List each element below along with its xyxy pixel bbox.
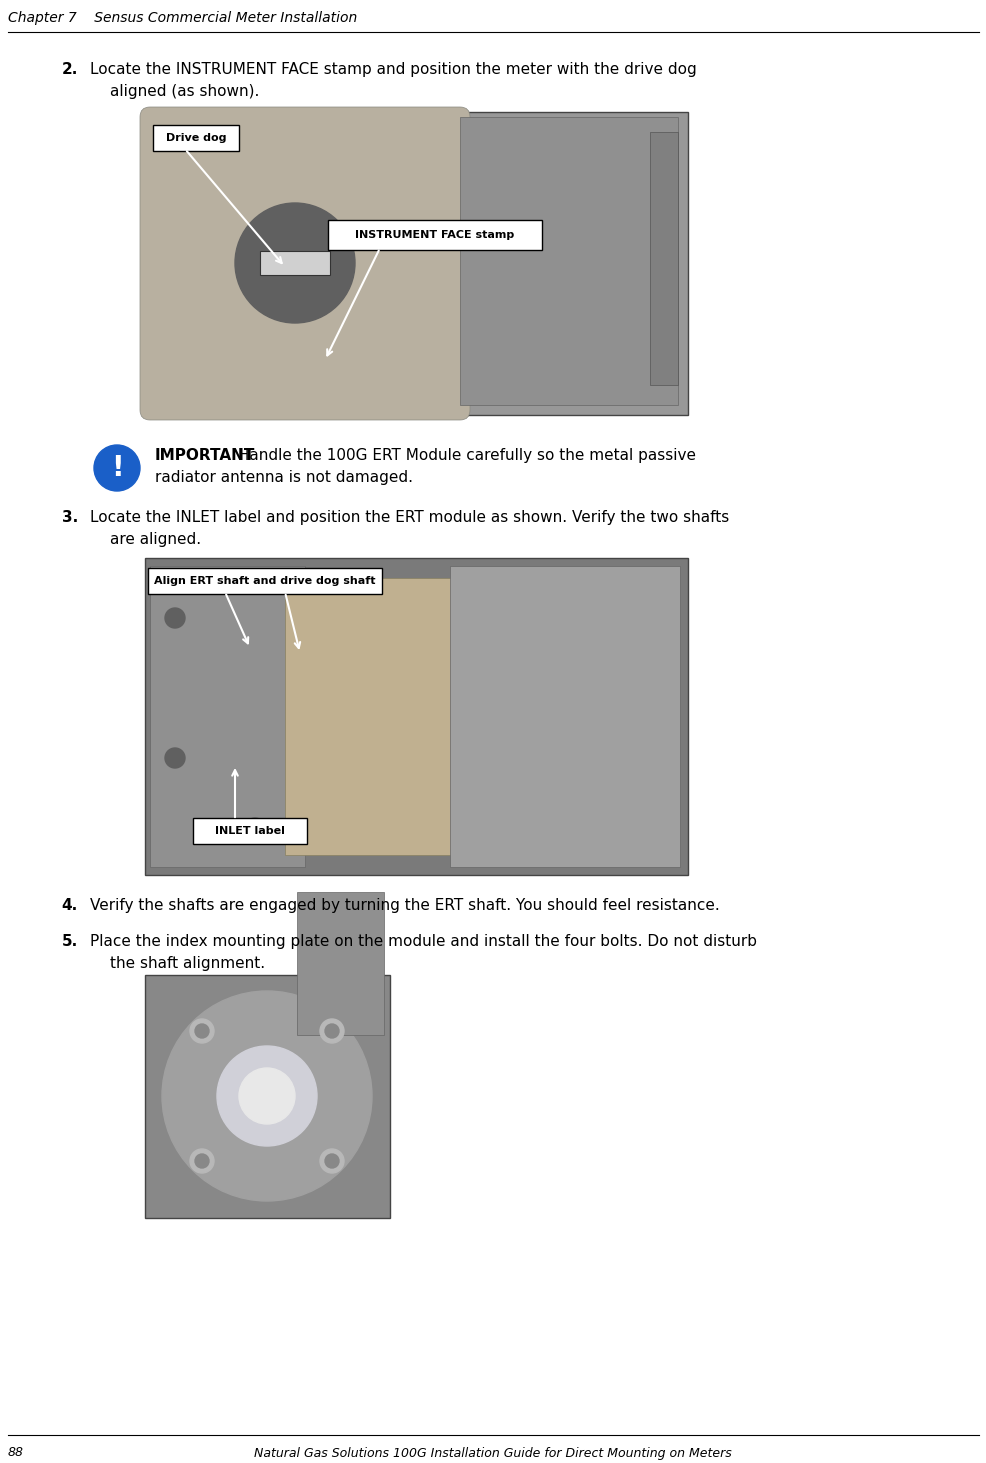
Text: !: !: [110, 454, 123, 481]
Circle shape: [162, 990, 372, 1201]
FancyBboxPatch shape: [153, 124, 239, 151]
Text: aligned (as shown).: aligned (as shown).: [109, 83, 259, 99]
Text: the shaft alignment.: the shaft alignment.: [109, 955, 265, 971]
FancyBboxPatch shape: [145, 974, 389, 1219]
Circle shape: [235, 203, 355, 323]
Text: 5.: 5.: [62, 933, 78, 949]
FancyBboxPatch shape: [259, 252, 329, 275]
Text: are aligned.: are aligned.: [109, 533, 201, 547]
Circle shape: [190, 1020, 214, 1043]
FancyBboxPatch shape: [140, 107, 469, 420]
Text: 2.: 2.: [61, 61, 78, 78]
FancyBboxPatch shape: [148, 568, 382, 594]
Text: 88: 88: [8, 1447, 24, 1460]
Circle shape: [165, 748, 184, 768]
Text: INSTRUMENT FACE stamp: INSTRUMENT FACE stamp: [355, 230, 514, 240]
FancyBboxPatch shape: [285, 578, 464, 854]
FancyBboxPatch shape: [650, 132, 677, 385]
Text: INLET label: INLET label: [215, 827, 285, 835]
Circle shape: [217, 1046, 317, 1146]
Text: Locate the INSTRUMENT FACE stamp and position the meter with the drive dog: Locate the INSTRUMENT FACE stamp and pos…: [90, 61, 696, 78]
Text: Natural Gas Solutions 100G Installation Guide for Direct Mounting on Meters: Natural Gas Solutions 100G Installation …: [253, 1447, 732, 1460]
FancyBboxPatch shape: [327, 219, 541, 250]
Text: Place the index mounting plate on the module and install the four bolts. Do not : Place the index mounting plate on the mo…: [90, 933, 756, 949]
FancyBboxPatch shape: [297, 892, 384, 1034]
Text: Handle the 100G ERT Module carefully so the metal passive: Handle the 100G ERT Module carefully so …: [233, 448, 695, 462]
Text: Verify the shafts are engaged by turning the ERT shaft. You should feel resistan: Verify the shafts are engaged by turning…: [90, 898, 719, 913]
Text: 3.: 3.: [62, 511, 78, 525]
FancyBboxPatch shape: [145, 113, 687, 415]
Text: 4.: 4.: [62, 898, 78, 913]
Circle shape: [239, 1068, 295, 1124]
Text: radiator antenna is not damaged.: radiator antenna is not damaged.: [155, 470, 412, 486]
Circle shape: [324, 1154, 338, 1167]
Circle shape: [319, 1148, 344, 1173]
FancyBboxPatch shape: [193, 818, 307, 844]
Circle shape: [94, 445, 140, 492]
FancyBboxPatch shape: [450, 566, 679, 868]
Text: IMPORTANT: IMPORTANT: [155, 448, 255, 462]
Text: Locate the INLET label and position the ERT module as shown. Verify the two shaf: Locate the INLET label and position the …: [90, 511, 729, 525]
Circle shape: [319, 1020, 344, 1043]
Circle shape: [195, 1154, 209, 1167]
Circle shape: [190, 1148, 214, 1173]
FancyBboxPatch shape: [150, 566, 305, 868]
Text: Align ERT shaft and drive dog shaft: Align ERT shaft and drive dog shaft: [154, 576, 376, 587]
Text: Chapter 7    Sensus Commercial Meter Installation: Chapter 7 Sensus Commercial Meter Instal…: [8, 12, 357, 25]
Circle shape: [245, 818, 264, 838]
FancyBboxPatch shape: [459, 117, 677, 405]
FancyBboxPatch shape: [145, 557, 687, 875]
Circle shape: [195, 1024, 209, 1039]
Circle shape: [165, 609, 184, 628]
Circle shape: [324, 1024, 338, 1039]
Text: Drive dog: Drive dog: [166, 133, 226, 143]
